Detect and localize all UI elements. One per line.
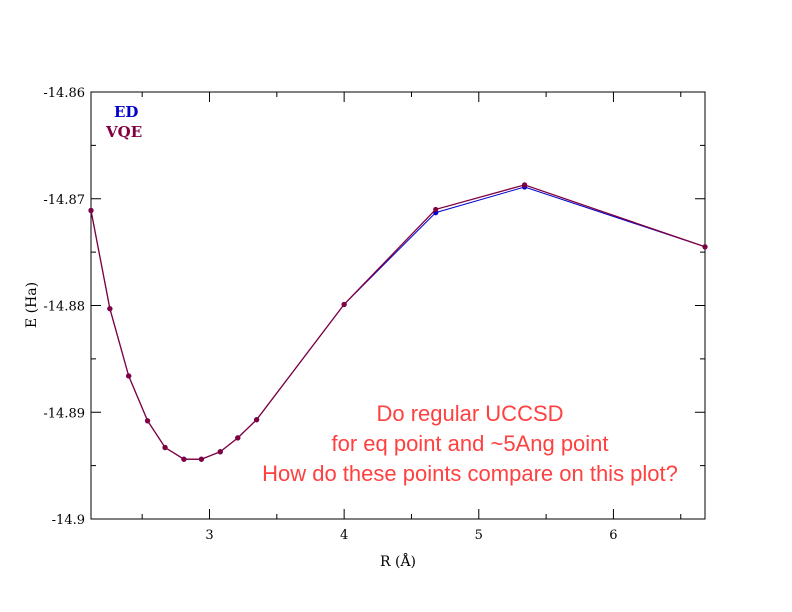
data-point-vqe [198,456,205,462]
data-point-vqe [144,418,151,424]
x-tick-label: 3 [205,528,213,543]
data-point-vqe [254,417,260,423]
x-tick-label: 5 [475,528,483,543]
data-point-vqe [217,449,223,455]
x-tick-label: 6 [609,528,617,543]
annotation-line-1: Do regular UCCSD [376,401,563,426]
data-point-vqe [341,301,347,308]
legend-vqe: VQE [105,123,142,141]
series-layer [88,182,708,462]
annotation-line-2: for eq point and ~5Ang point [331,431,608,456]
data-point-vqe [126,373,132,379]
data-point-vqe [702,244,708,250]
series-line-vqe [90,184,706,460]
y-tick-label: -14.88 [43,300,85,315]
data-point-vqe [107,306,113,312]
data-point-vqe [88,207,94,214]
data-point-vqe [235,435,241,441]
y-tick-label: -14.87 [43,193,85,208]
data-point-vqe [433,206,439,213]
y-axis-title: E (Ha) [24,282,40,328]
y-tick-label: -14.89 [43,406,85,421]
y-tick-label: -14.9 [52,513,85,528]
data-point-vqe [521,182,528,188]
x-axis-title: R (Å) [380,552,416,570]
legend-ed: ED [114,103,138,121]
data-point-vqe [162,444,168,451]
axis-ticks: 3 4 5 6 -14.9 -14.89 -14.88 -14.87 -14.86 [43,86,705,543]
annotation-line-3: How do these points compare on this plot… [262,461,678,486]
y-tick-label: -14.86 [43,86,85,101]
data-point-vqe [181,456,187,462]
x-tick-label: 4 [340,528,348,543]
